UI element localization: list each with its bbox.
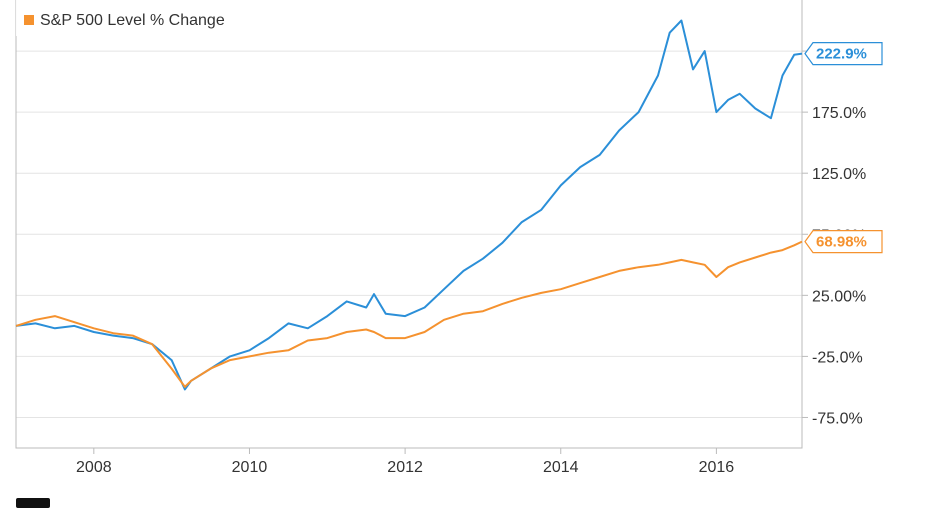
y-tick-label: 25.00% [812,288,866,305]
legend-box [16,0,322,36]
x-tick-label: 2016 [699,459,735,476]
legend-label-2: S&P 500 Level % Change [40,12,225,29]
end-labels: 222.9% 68.98% [804,42,883,254]
y-tick-label: -25.0% [812,349,863,366]
y-tick-label: -75.0% [812,410,863,427]
grid-layer [16,50,808,454]
end-label-text: 222.9% [816,46,867,63]
series-line-2 [15,240,803,388]
end-label-box [804,42,883,66]
x-tick-label: 2012 [387,459,423,476]
plot-area [15,0,803,449]
x-tick-label: 2008 [76,459,112,476]
y-tick-label: 125.0% [812,166,866,183]
end-label-box [804,230,883,254]
brand-logo [16,498,50,508]
end-label-2: 68.98% [804,230,883,254]
series-layer [15,19,803,391]
legend-swatch-2 [24,15,34,25]
x-axis-labels: 2008 2010 2012 2014 2016 [76,459,734,476]
x-tick-label: 2010 [232,459,268,476]
legend: S&P 500 Level % Change [16,0,322,36]
end-label-1: 222.9% [804,42,883,66]
series-line-1 [15,19,803,391]
x-tick-label: 2014 [543,459,579,476]
end-label-text: 68.98% [816,234,867,251]
y-tick-label: 175.0% [812,105,866,122]
